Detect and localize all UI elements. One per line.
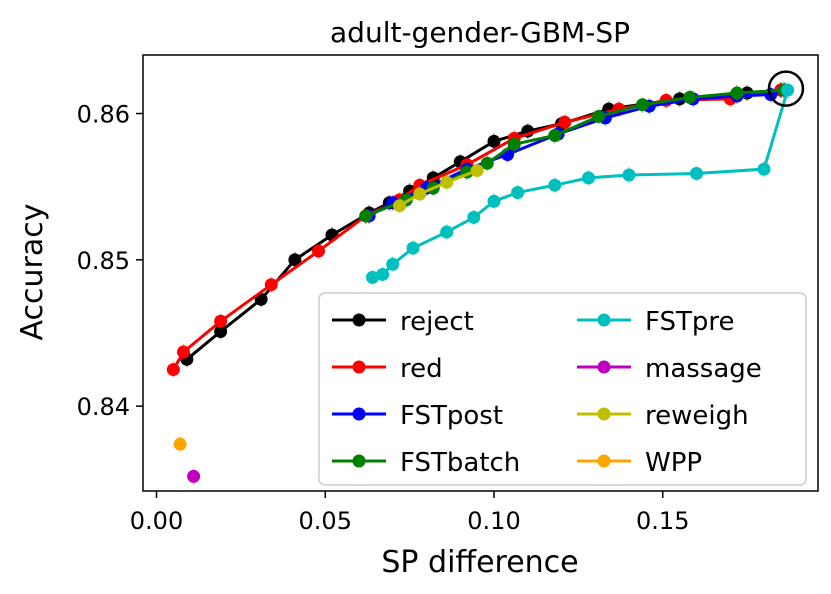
data-point (683, 90, 697, 104)
axis-ticks: 0.00 0.05 0.10 0.15 0.84 0.85 0.86 (77, 101, 690, 535)
data-point (166, 363, 180, 377)
data-point (393, 199, 406, 213)
legend-label: FSTpre (645, 307, 735, 337)
legend-item-FSTbatch: FSTbatch (332, 448, 520, 478)
y-axis-label: Accuracy (15, 204, 50, 341)
legend-marker (352, 313, 366, 327)
data-point (173, 437, 187, 451)
y-tick-label: 0.85 (77, 247, 130, 275)
data-point (359, 209, 373, 223)
legend: reject red FSTpost FSTbatch FSTpre massage rew… (318, 292, 807, 486)
x-tick-label: 0.10 (467, 507, 520, 535)
data-point (406, 241, 420, 255)
data-point (507, 137, 521, 151)
data-point (413, 187, 427, 201)
legend-label: reweigh (645, 401, 749, 431)
data-point (376, 267, 390, 281)
data-point (214, 325, 228, 339)
legend-item-reject: reject (332, 307, 474, 337)
legend-marker (352, 407, 366, 421)
x-tick-label: 0.00 (130, 507, 183, 535)
series-WPP (173, 436, 187, 453)
data-point (264, 278, 278, 292)
plot-frame (142, 54, 819, 492)
data-point (440, 175, 454, 189)
series-line-reweigh (398, 169, 478, 207)
legend-label: FSTbatch (400, 448, 520, 478)
data-point (781, 83, 795, 97)
data-point (582, 171, 595, 185)
data-point (288, 253, 302, 267)
legend-marker (597, 454, 611, 468)
plot-marks (166, 70, 805, 485)
legend-label: WPP (645, 448, 702, 478)
data-point (592, 109, 606, 123)
data-point (511, 186, 525, 200)
data-point (470, 164, 484, 178)
legend-item-reweigh: reweigh (577, 401, 749, 431)
legend-label: reject (400, 307, 474, 337)
y-tick-label: 0.86 (77, 101, 130, 129)
legend-box (318, 292, 807, 486)
data-point (480, 156, 494, 170)
data-point (558, 115, 572, 129)
series-line-FSTpost (368, 88, 785, 218)
chart-title: adult-gender-GBM-SP (330, 16, 630, 49)
series-massage (187, 468, 201, 485)
legend-item-red: red (332, 354, 443, 384)
series-line-FSTbatch (365, 88, 785, 218)
legend-marker (352, 360, 366, 374)
legend-marker (597, 360, 611, 374)
data-point (487, 194, 501, 208)
legend-label: FSTpost (400, 401, 503, 431)
data-point (440, 225, 454, 239)
x-axis-label: SP difference (381, 545, 578, 580)
x-tick-label: 0.05 (299, 507, 352, 535)
legend-item-massage: massage (577, 354, 762, 384)
legend-marker (597, 407, 611, 421)
data-point (177, 345, 190, 359)
data-point (690, 167, 703, 181)
data-point (386, 257, 400, 271)
y-tick-label: 0.84 (77, 393, 130, 421)
data-point (757, 162, 771, 176)
series-FSTpre (366, 82, 795, 286)
highlight-circle (767, 70, 805, 107)
legend-label: massage (645, 354, 762, 384)
data-point (548, 178, 562, 192)
data-point (312, 244, 325, 258)
data-point (636, 98, 649, 112)
data-point (730, 86, 744, 100)
data-point (214, 314, 228, 328)
x-tick-label: 0.15 (636, 507, 689, 535)
legend-item-FSTpost: FSTpost (332, 401, 503, 431)
data-point (622, 168, 636, 182)
data-point (467, 210, 481, 224)
data-point (366, 270, 379, 284)
legend-item-WPP: WPP (577, 448, 702, 478)
data-point (187, 469, 201, 483)
legend-marker (352, 454, 366, 468)
series-reweigh (393, 162, 484, 214)
legend-item-FSTpre: FSTpre (577, 307, 735, 337)
data-point (487, 134, 501, 148)
legend-label: red (400, 354, 443, 384)
data-point (548, 128, 562, 142)
legend-marker (597, 313, 611, 327)
